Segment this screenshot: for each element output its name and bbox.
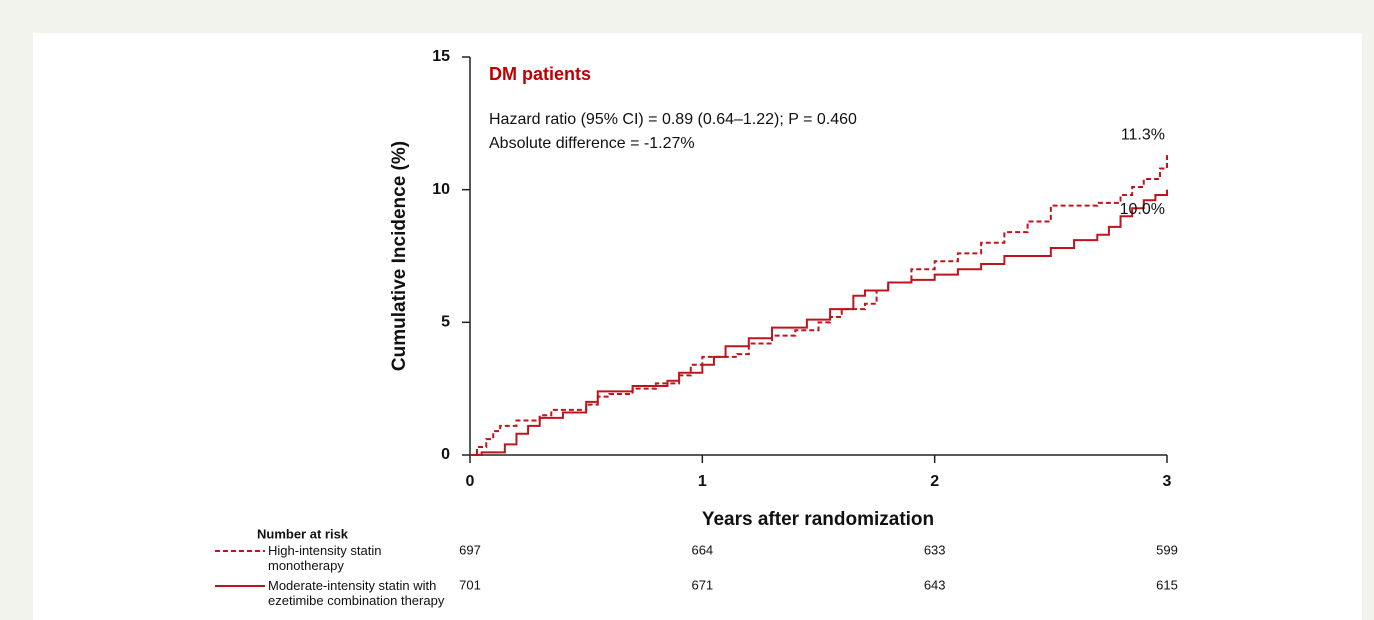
x-tick-label: 0 <box>466 473 475 490</box>
legend-label: Moderate-intensity statin with ezetimibe… <box>268 578 445 608</box>
at-risk-count: 599 <box>1156 542 1178 557</box>
legend-label: High-intensity statin monotherapy <box>268 543 382 573</box>
annotation: Hazard ratio (95% CI) = 0.89 (0.64–1.22)… <box>489 111 857 128</box>
x-tick-label: 2 <box>930 473 939 490</box>
km-curve <box>470 189 1168 456</box>
end-label: 10.0% <box>1120 201 1165 218</box>
at-risk-count: 643 <box>924 577 946 592</box>
x-axis-label: Years after randomization <box>702 509 934 530</box>
y-axis-label: Cumulative Incidence (%) <box>389 141 410 371</box>
end-label: 11.3% <box>1121 126 1165 143</box>
at-risk-count: 615 <box>1156 577 1178 592</box>
y-tick-label: 15 <box>432 48 450 65</box>
y-tick-label: 0 <box>441 446 450 463</box>
at-risk-count: 664 <box>691 542 713 557</box>
annotation: Absolute difference = -1.27% <box>489 135 695 152</box>
km-curve <box>470 155 1168 456</box>
at-risk-count: 671 <box>691 577 713 592</box>
panel <box>33 33 1362 620</box>
risk-table-title: Number at risk <box>257 526 349 541</box>
y-tick-label: 10 <box>432 181 450 198</box>
at-risk-count: 701 <box>459 577 481 592</box>
at-risk-count: 697 <box>459 542 481 557</box>
y-tick-label: 5 <box>441 314 450 331</box>
x-tick-label: 1 <box>698 473 707 490</box>
chart-title: DM patients <box>489 64 591 84</box>
at-risk-count: 633 <box>924 542 946 557</box>
x-tick-label: 3 <box>1163 473 1172 490</box>
